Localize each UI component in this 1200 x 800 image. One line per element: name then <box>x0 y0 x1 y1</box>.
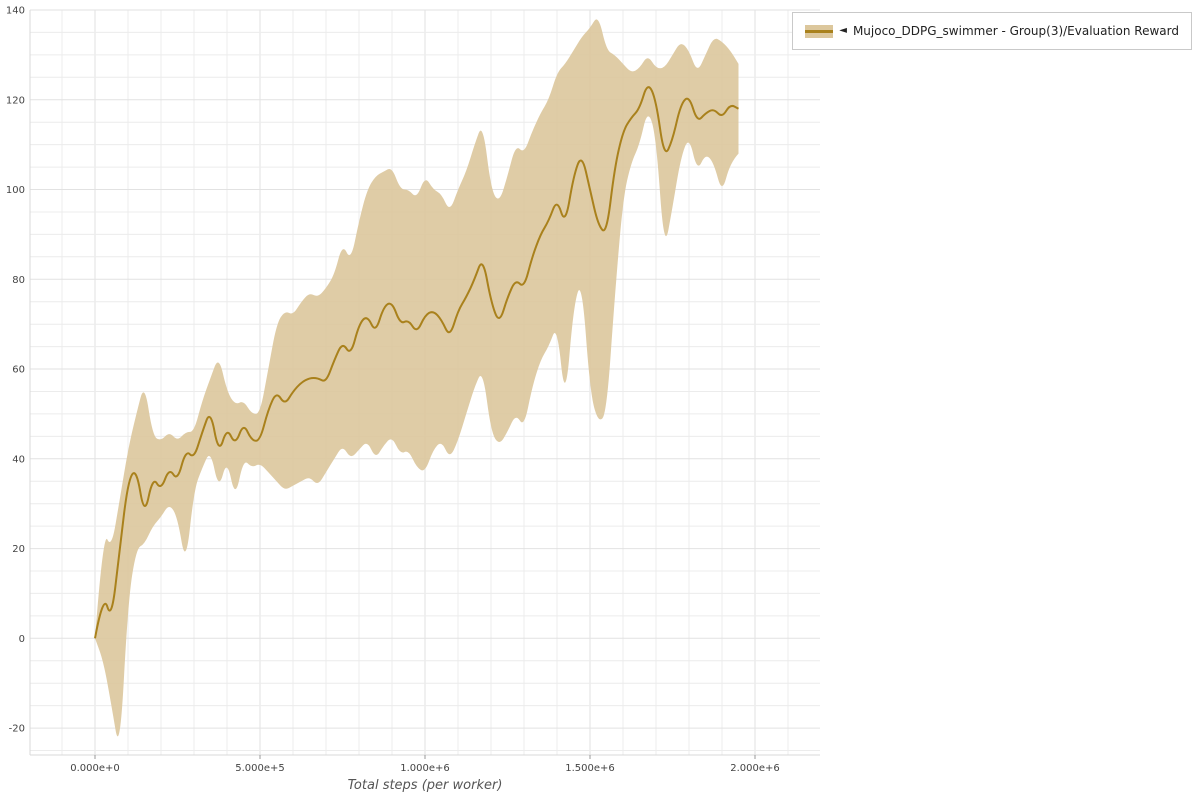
x-tick-label: 1.500e+6 <box>565 763 615 774</box>
x-axis-title: Total steps (per worker) <box>347 778 503 793</box>
y-tick-label: 60 <box>12 365 25 376</box>
legend-line-icon <box>805 29 834 33</box>
y-tick-label: -20 <box>9 724 25 735</box>
series-group <box>94 19 739 737</box>
y-tick-label: 80 <box>12 275 25 286</box>
y-tick-label: 20 <box>12 544 25 555</box>
legend[interactable]: ◄ Mujoco_DDPG_swimmer - Group(3)/Evaluat… <box>792 12 1192 50</box>
y-tick-label: 120 <box>6 95 25 106</box>
y-tick-label: 140 <box>6 6 25 17</box>
mean-line <box>94 86 739 639</box>
confidence-band <box>95 19 739 737</box>
x-tick-label: 5.000e+5 <box>235 763 285 774</box>
x-tick-label: 2.000e+6 <box>730 763 780 774</box>
y-tick-label: 0 <box>19 634 25 645</box>
legend-label: Mujoco_DDPG_swimmer - Group(3)/Evaluatio… <box>852 24 1179 38</box>
legend-marker-icon: ◄ <box>839 25 847 36</box>
y-tick-label: 100 <box>6 185 25 196</box>
y-tick-label: 40 <box>12 454 25 465</box>
legend-swatch-icon <box>805 24 834 38</box>
x-tick-label: 1.000e+6 <box>400 763 450 774</box>
x-tick-label: 0.000e+0 <box>70 763 120 774</box>
